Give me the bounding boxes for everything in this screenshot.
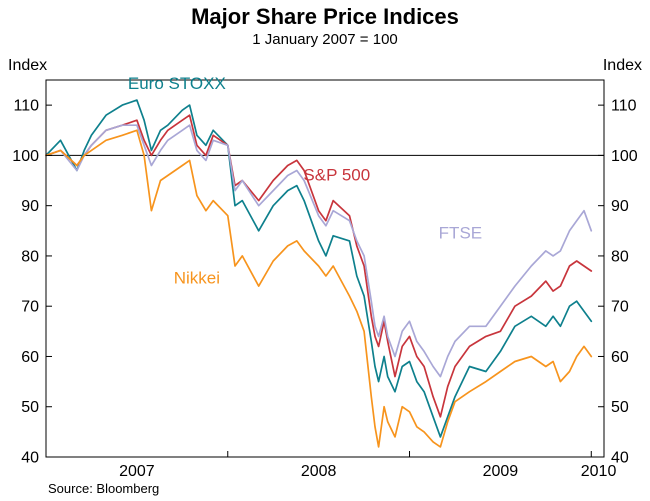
series-label-ftse: FTSE	[439, 223, 482, 242]
ytick-label-left-70: 70	[21, 299, 39, 316]
series-line-euro-stoxx	[45, 99, 593, 438]
axis-unit-label-left: Index	[8, 57, 48, 74]
ytick-label-left-40: 40	[21, 450, 39, 467]
chart-title: Major Share Price Indices	[191, 4, 459, 29]
xtick-label-2007: 2007	[119, 463, 155, 480]
ytick-label-left-90: 90	[21, 198, 39, 215]
series-line-ftse	[45, 124, 593, 378]
xtick-label-2010: 2010	[581, 463, 617, 480]
series-label-nikkei: Nikkei	[174, 269, 220, 288]
axis-unit-label-right: Index	[602, 57, 642, 74]
xtick-label-2009: 2009	[483, 463, 519, 480]
ytick-label-right-90: 90	[611, 198, 629, 215]
ytick-label-left-100: 100	[12, 148, 39, 165]
ytick-label-left-50: 50	[21, 399, 39, 416]
ytick-label-right-40: 40	[611, 450, 629, 467]
xtick-label-2008: 2008	[301, 463, 337, 480]
ytick-label-right-110: 110	[611, 98, 637, 115]
source-note: Source: Bloomberg	[48, 481, 160, 496]
series-line-s-p-500	[45, 114, 593, 418]
series-label-s-p-500: S&P 500	[303, 166, 370, 185]
plot-frame	[45, 79, 605, 458]
ytick-label-left-110: 110	[13, 98, 39, 115]
ytick-label-right-80: 80	[611, 248, 629, 265]
ytick-label-right-100: 100	[611, 148, 638, 165]
ytick-label-right-50: 50	[611, 399, 629, 416]
series-label-euro-stoxx: Euro STOXX	[128, 74, 226, 93]
series-line-nikkei	[45, 129, 593, 448]
ytick-label-left-80: 80	[21, 248, 39, 265]
ytick-label-left-60: 60	[21, 349, 39, 366]
chart-subtitle: 1 January 2007 = 100	[252, 31, 398, 48]
ytick-label-right-70: 70	[611, 299, 629, 316]
ytick-label-right-60: 60	[611, 349, 629, 366]
